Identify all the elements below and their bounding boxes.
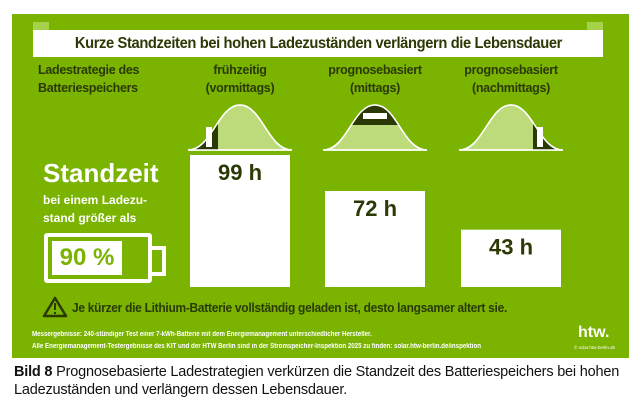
threshold-value: 90 % <box>52 241 122 275</box>
battery-icon: 90 % <box>44 233 152 283</box>
logo-sub: © solar.htw-berlin.de <box>574 345 616 350</box>
standzeit-sub: bei einem Ladezu-stand größer als <box>43 193 148 225</box>
row-header: Ladestrategie des Batteriespeichers <box>38 63 140 95</box>
caption-label: Bild 8 <box>14 364 53 380</box>
category-header: prognosebasiert (mittags) <box>310 61 440 97</box>
htw-logo: htw. <box>578 324 610 341</box>
category-header-line: prognosebasiert <box>328 63 422 77</box>
category-header: frühzeitig (vormittags) <box>175 61 305 97</box>
battery-icon <box>206 127 212 147</box>
bar-label: 72 h <box>353 196 397 221</box>
warning-text: Je kürzer die Lithium-Batterie vollständ… <box>72 300 508 315</box>
battery-icon <box>363 113 387 119</box>
bar-label: 99 h <box>218 160 262 185</box>
category-header-line: prognosebasiert <box>464 63 558 77</box>
warning-icon <box>42 296 68 318</box>
caption-text: Prognosebasierte Ladestrategien verkürze… <box>14 364 620 398</box>
bar <box>461 229 561 287</box>
category-header-line: frühzeitig <box>213 63 267 77</box>
figure-caption: Bild 8 Prognosebasierte Ladestrategien v… <box>14 363 629 399</box>
battery-icon <box>537 127 543 147</box>
solar-curve-outline <box>458 104 564 151</box>
infographic-panel <box>12 14 629 358</box>
note-1: Messergebnisse: 240-stündiger Test einer… <box>32 331 372 338</box>
battery-cap <box>152 246 166 276</box>
category-header: prognosebasiert (nachmittags) <box>446 61 576 97</box>
category-header-line: (nachmittags) <box>471 81 551 95</box>
bar <box>190 155 290 287</box>
solar-curve-outline <box>322 104 428 151</box>
bar <box>325 191 425 287</box>
infographic-title-box: Kurze Standzeiten bei hohen Ladezustände… <box>33 30 603 57</box>
standzeit-heading: Standzeit <box>43 158 159 188</box>
category-header-line: (mittags) <box>349 81 401 95</box>
infographic-title: Kurze Standzeiten bei hohen Ladezustände… <box>74 35 562 52</box>
bar-label: 43 h <box>489 235 533 260</box>
category-header-line: (vormittags) <box>205 81 275 95</box>
note-2: Alle Energiemanagement-Testergebnisse de… <box>32 343 481 350</box>
